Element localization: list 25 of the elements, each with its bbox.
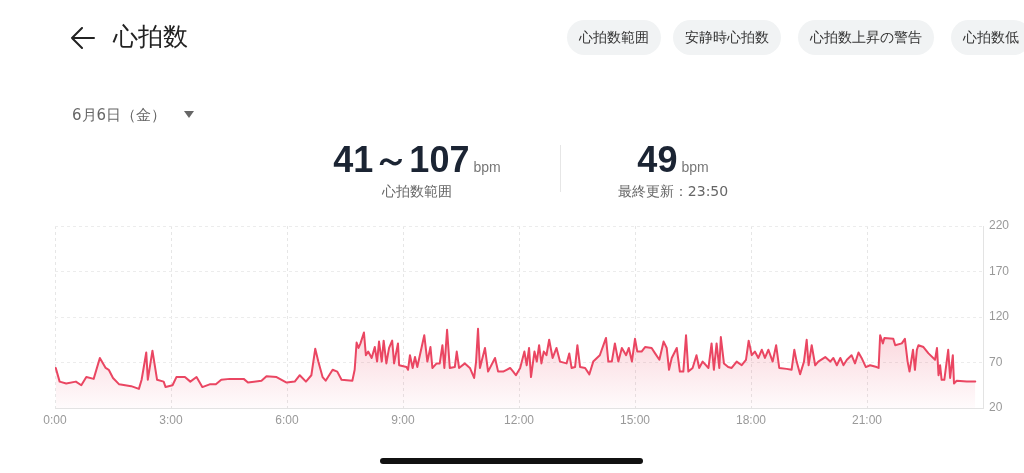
x-tick-label: 21:00 [851,412,883,427]
filter-chip: 安静時心拍数 [673,20,781,55]
y-tick-label: 120 [989,309,1010,324]
text: 心拍数範囲 [382,183,452,201]
x-tick-label: 3:00 [159,412,183,427]
x-tick-label: 0:00 [43,412,67,427]
x-tick-label: 15:00 [619,412,651,427]
text: 最終更新：23:50 [617,183,729,201]
y-tick-label: 20 [989,400,1003,415]
text: bpm [473,159,501,175]
text: 41～107 [333,139,470,180]
x-tick-label: 12:00 [503,412,535,427]
filter-chip: 心拍数低 [951,20,1024,55]
y-tick-label: 170 [989,263,1010,278]
x-tick-label: 18:00 [735,412,767,427]
filter-chip: 心拍数上昇の警告 [798,20,934,55]
y-tick-label: 70 [989,354,1003,369]
text: bpm [681,159,709,175]
chart-title: 心拍数 [113,21,188,53]
y-tick-label: 220 [989,218,1010,233]
text: 49 [637,139,678,180]
filter-chip: 心拍数範囲 [567,20,661,55]
x-tick-label: 9:00 [391,412,415,427]
chart-subtitle: 6月6日（金） [72,105,167,126]
x-tick-label: 6:00 [275,412,299,427]
